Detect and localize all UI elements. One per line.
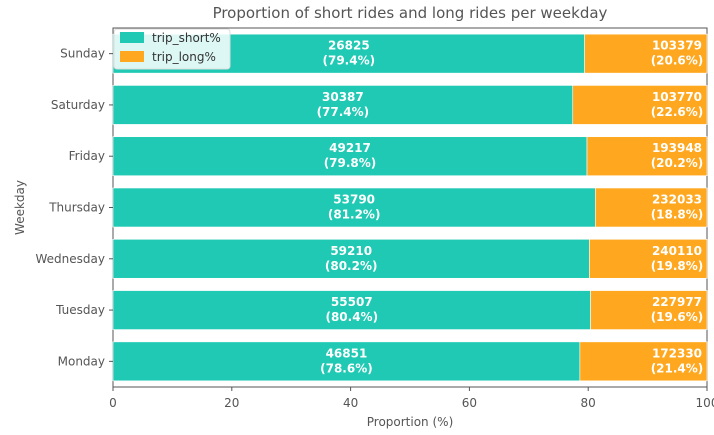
bar-count-label: 103379	[652, 39, 702, 53]
bar-long-tuesday	[590, 290, 708, 330]
x-tick-label: 100	[696, 396, 714, 410]
bar-long-sunday	[584, 33, 708, 74]
chart-title: Proportion of short rides and long rides…	[213, 4, 608, 22]
y-tick-label: Saturday	[51, 98, 105, 112]
bar-percent-label: (19.6%)	[651, 310, 704, 324]
y-axis-label: Weekday	[13, 180, 27, 235]
y-tick-labels: Sunday Saturday Friday Thursday Wednesday Tue…	[36, 47, 113, 368]
bar-count-label: 172330	[652, 346, 702, 360]
y-tick-label: Sunday	[60, 47, 105, 61]
bar-percent-label: (20.2%)	[651, 156, 704, 170]
bar-count-label: 59210	[330, 244, 372, 258]
bar-short-saturday	[112, 85, 574, 125]
legend-swatch-trip-short	[120, 32, 144, 43]
bar-percent-label: (80.4%)	[325, 310, 378, 324]
bar-percent-label: (80.2%)	[325, 259, 378, 273]
bar-percent-label: (18.8%)	[651, 208, 704, 222]
bar-short-monday	[112, 341, 581, 382]
x-tick-label: 20	[224, 396, 239, 410]
bar-count-label: 26825	[328, 39, 370, 53]
legend: trip_short% trip_long%	[113, 28, 231, 70]
bar-count-label: 55507	[331, 295, 373, 309]
x-tick-label: 60	[462, 396, 477, 410]
bar-count-label: 240110	[652, 244, 702, 258]
x-tick-label: 40	[343, 396, 358, 410]
bar-count-label: 53790	[333, 193, 375, 207]
bar-percent-label: (21.4%)	[651, 361, 704, 375]
legend-label-trip-short: trip_short%	[152, 31, 221, 45]
bar-count-label: 103770	[652, 90, 702, 104]
y-tick-label: Friday	[69, 149, 105, 163]
bar-percent-label: (81.2%)	[328, 208, 381, 222]
bar-percent-label: (20.6%)	[651, 54, 704, 68]
bar-count-label: 193948	[652, 141, 702, 155]
x-tick-labels: 0 20 40 60 80 100	[109, 387, 714, 410]
bar-count-label: 46851	[326, 346, 368, 360]
bar-percent-label: (19.8%)	[651, 259, 704, 273]
bar-percent-label: (79.8%)	[324, 156, 377, 170]
x-axis-label: Proportion (%)	[367, 415, 454, 429]
y-tick-label: Wednesday	[36, 252, 105, 266]
bar-count-label: 232033	[652, 193, 702, 207]
bar-count-label: 49217	[329, 141, 371, 155]
legend-swatch-trip-long	[120, 51, 144, 62]
x-tick-label: 0	[109, 396, 117, 410]
bar-percent-label: (77.4%)	[317, 105, 370, 119]
bar-count-label: 30387	[322, 90, 364, 104]
bar-short-wednesday	[112, 238, 590, 279]
bar-long-wednesday	[589, 238, 708, 279]
y-tick-label: Monday	[58, 354, 105, 368]
x-tick-label: 80	[581, 396, 596, 410]
bar-percent-label: (22.6%)	[651, 105, 704, 119]
bar-short-tuesday	[112, 290, 591, 330]
y-tick-label: Thursday	[48, 201, 105, 215]
legend-label-trip-long: trip_long%	[152, 50, 216, 64]
bar-labels-layer: 26825(79.4%) 103379(20.6%) 30387(77.4%) 103…	[317, 39, 704, 376]
bar-percent-label: (78.6%)	[320, 361, 373, 375]
bar-long-friday	[586, 136, 708, 177]
y-tick-label: Tuesday	[55, 303, 105, 317]
bars-layer	[112, 33, 708, 382]
bar-count-label: 227977	[652, 295, 702, 309]
bar-percent-label: (79.4%)	[323, 54, 376, 68]
bar-long-saturday	[572, 85, 708, 125]
bar-long-thursday	[595, 187, 708, 228]
bar-long-monday	[579, 341, 708, 382]
